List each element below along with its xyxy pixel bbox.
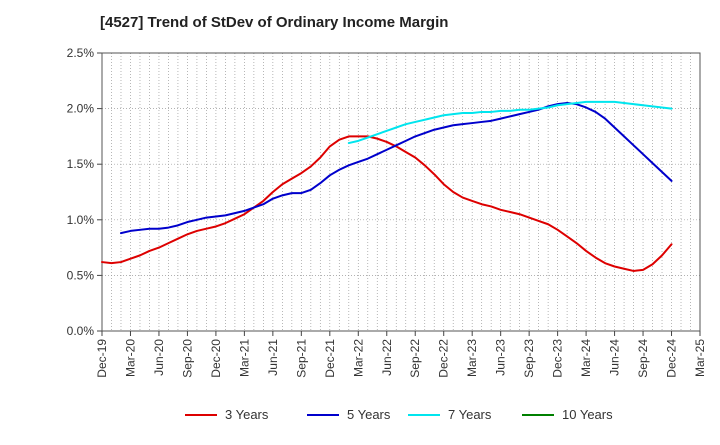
x-tick-label: Sep-24 [636,339,650,378]
x-tick-label: Mar-25 [693,339,707,377]
y-tick-label: 1.5% [67,157,95,171]
x-tick-label: Jun-22 [380,339,394,376]
series-line-5-years [119,102,673,235]
x-tick-label: Sep-22 [408,339,422,378]
chart-title: [4527] Trend of StDev of Ordinary Income… [100,14,449,31]
x-tick-label: Mar-20 [123,339,137,377]
x-tick-label: Dec-19 [95,339,109,378]
x-tick-label: Jun-21 [266,339,280,376]
y-tick-label: 1.0% [67,213,95,227]
x-tick-label: Dec-20 [209,339,223,378]
plot-area-border [101,52,701,332]
x-tick-label: Sep-20 [180,339,194,378]
legend-label: 10 Years [562,407,613,422]
legend-label: 5 Years [347,407,391,422]
x-tick-label: Mar-21 [237,339,251,377]
y-tick-label: 2.0% [67,102,95,116]
x-tick-label: Dec-23 [551,339,565,378]
x-tick-label: Mar-23 [465,339,479,377]
x-tick-label: Mar-22 [351,339,365,377]
y-tick-label: 0.5% [67,268,95,282]
x-tick-label: Mar-24 [579,339,593,377]
x-tick-label: Dec-22 [437,339,451,378]
x-tick-label: Sep-21 [294,339,308,378]
x-tick-label: Dec-24 [665,339,679,378]
x-tick-label: Jun-23 [494,339,508,376]
x-tick-label: Sep-23 [522,339,536,378]
legend-label: 7 Years [448,407,492,422]
series-line-3-years [101,135,673,272]
series-line-7-years [347,100,673,145]
x-tick-label: Dec-21 [323,339,337,378]
x-tick-label: Jun-20 [152,339,166,376]
y-tick-label: 2.5% [67,46,95,60]
x-tick-label: Jun-24 [608,339,622,376]
legend-label: 3 Years [225,407,269,422]
y-tick-label: 0.0% [67,324,95,338]
